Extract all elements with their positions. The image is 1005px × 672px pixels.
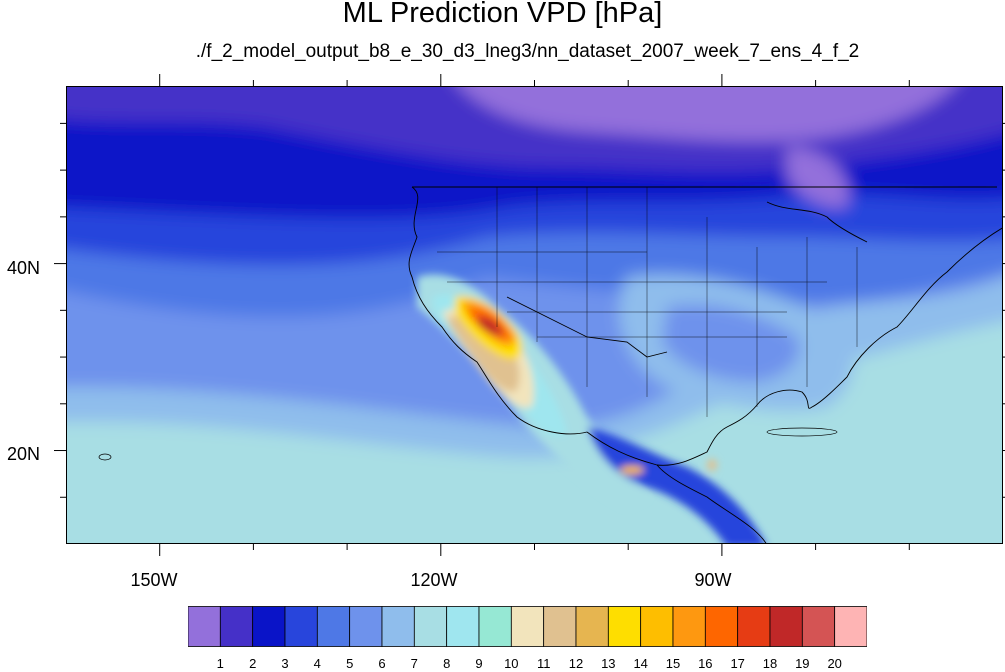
vpd-band-1 xyxy=(461,87,953,142)
colorbar-swatch xyxy=(704,606,739,647)
colorbar-swatch xyxy=(413,606,448,647)
cuba xyxy=(766,427,838,437)
vpd-band-1 xyxy=(787,147,849,208)
lon-label-150w: 150W xyxy=(130,570,178,590)
state-boundaries xyxy=(437,187,858,417)
colorbar-level-label: 18 xyxy=(762,656,778,671)
colorbar-level-label: 16 xyxy=(698,656,713,671)
colorbar-swatch xyxy=(284,606,318,647)
lat-label-40n: 40N xyxy=(6,258,40,278)
colorbar-swatch xyxy=(801,606,836,647)
colorbar-level-label: 10 xyxy=(504,656,519,671)
colorbar-swatch xyxy=(737,606,771,647)
colorbar xyxy=(187,606,868,647)
colorbar-level-label: 8 xyxy=(443,656,451,671)
colorbar-swatch xyxy=(446,606,480,647)
colorbar-swatch xyxy=(575,606,609,647)
colorbar-level-label: 4 xyxy=(313,656,321,671)
colorbar-level-label: 7 xyxy=(410,656,418,671)
vpd-band-12 xyxy=(707,459,717,471)
colorbar-swatch xyxy=(607,606,642,647)
colorbar-swatch xyxy=(316,606,351,647)
colorbar-swatches xyxy=(187,606,868,647)
vpd-band-8 xyxy=(67,322,1002,543)
colorbar-swatch xyxy=(543,606,577,647)
colorbar-swatch xyxy=(349,606,383,647)
colorbar-swatch xyxy=(640,606,674,647)
colorbar-swatch xyxy=(478,606,512,647)
colorbar-level-label: 17 xyxy=(730,656,745,671)
colorbar-swatch xyxy=(672,606,706,647)
colorbar-level-label: 1 xyxy=(216,656,224,671)
colorbar-swatch xyxy=(187,606,221,647)
colorbar-level-label: 14 xyxy=(633,656,648,671)
colorbar-level-label: 13 xyxy=(601,656,616,671)
colorbar-level-label: 6 xyxy=(378,656,386,671)
colorbar-level-label: 2 xyxy=(249,656,257,671)
vpd-band-4 xyxy=(587,427,765,543)
colorbar-level-label: 5 xyxy=(346,656,354,671)
colorbar-level-label: 11 xyxy=(536,656,551,671)
colorbar-swatch xyxy=(219,606,254,647)
colorbar-level-label: 12 xyxy=(568,656,584,671)
colorbar-swatch xyxy=(510,606,545,647)
colorbar-level-label: 3 xyxy=(281,656,289,671)
vpd-band-6 xyxy=(662,304,800,382)
hawaii xyxy=(98,453,112,461)
colorbar-level-label: 19 xyxy=(795,656,810,671)
colorbar-swatch xyxy=(381,606,415,647)
vpd-band-15 xyxy=(620,466,644,474)
lat-label-20n: 20N xyxy=(6,444,40,464)
lon-label-120w: 120W xyxy=(410,570,458,590)
colorbar-level-label: 20 xyxy=(827,656,842,671)
vpd-field-plot xyxy=(67,87,1002,543)
vpd-band-18 xyxy=(477,316,503,336)
vpd-band-12 xyxy=(447,315,520,392)
lon-label-90w: 90W xyxy=(694,570,732,590)
chart-subtitle: ./f_2_model_output_b8_e_30_d3_lneg3/nn_d… xyxy=(195,41,860,62)
coastlines xyxy=(408,186,1002,543)
chart-title: ML Prediction VPD [hPa] xyxy=(342,0,663,29)
colorbar-swatch xyxy=(834,606,868,647)
colorbar-swatch xyxy=(769,606,803,647)
colorbar-level-label: 9 xyxy=(475,656,483,671)
colorbar-swatch xyxy=(252,606,286,647)
colorbar-level-label: 15 xyxy=(665,656,681,671)
vpd-map xyxy=(66,86,1003,544)
